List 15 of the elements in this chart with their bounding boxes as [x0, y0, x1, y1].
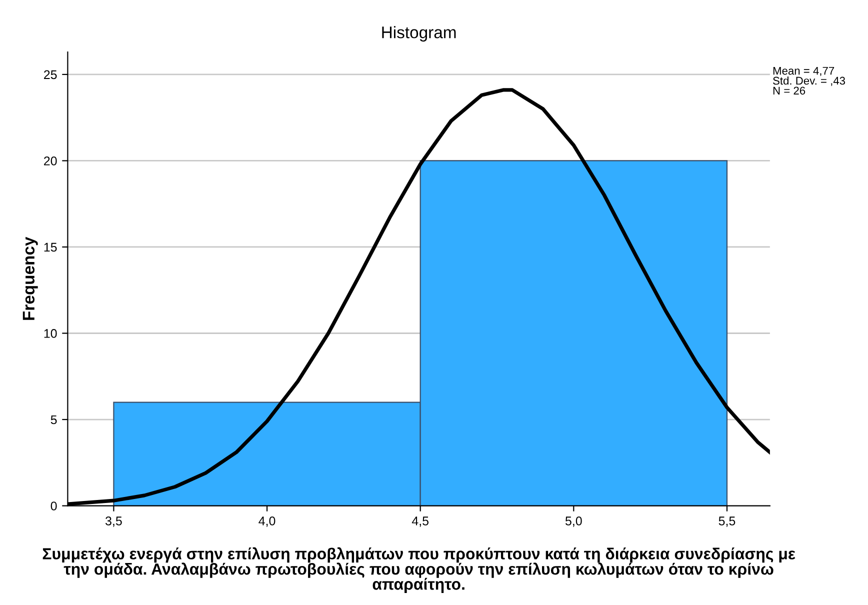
- y-tick-label: 5: [50, 415, 57, 424]
- y-tick-label: 15: [44, 242, 57, 252]
- y-tick-label: 0: [50, 502, 57, 510]
- y-axis-title: Frequency: [22, 236, 38, 320]
- y-tick-label: 20: [44, 156, 57, 166]
- chart-title: Histogram: [382, 26, 456, 42]
- text: Mean = 4,77 Std. Dev. = ,43 N = 26: [773, 66, 846, 95]
- y-tick-label: 10: [44, 329, 57, 338]
- x-tick-label: 3,5: [105, 516, 122, 527]
- x-tick-label: 4,0: [258, 516, 276, 527]
- x-axis-title: Συμμετέχω ενεργά στην επίλυση προβλημάτων που προκύπτουν κατά τη διάρκεια συνεδρίασης με την ομάδα. Αναλαμβάνω πρωτοβουλίες που αφορούν την επίλυση κωλυμάτων όταν το κρίνω απαραίτητο.: [42, 547, 796, 593]
- y-tick-label: 25: [44, 70, 57, 80]
- x-tick-label: 5,5: [718, 516, 736, 527]
- x-tick-label: 4,5: [412, 516, 429, 527]
- x-tick-label: 5,0: [565, 516, 582, 527]
